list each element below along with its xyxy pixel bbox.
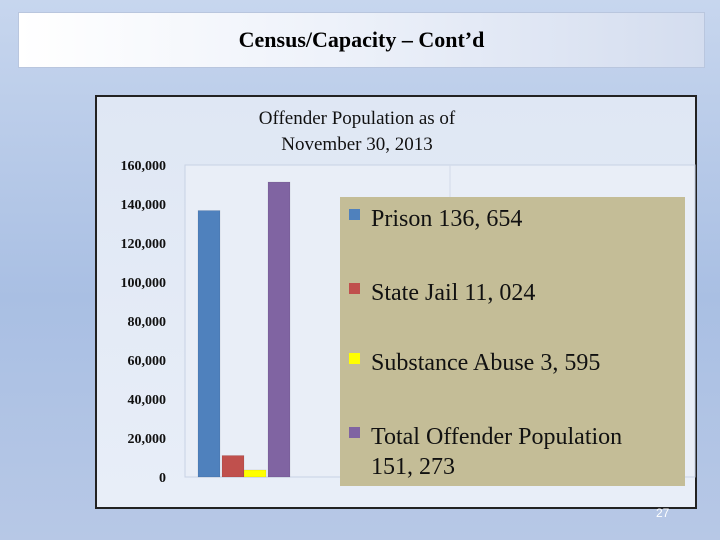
legend-label-1: Prison 136, 654 xyxy=(371,206,522,232)
slide-title: Census/Capacity – Cont’d xyxy=(238,27,485,52)
bar-prison xyxy=(197,210,221,478)
legend-swatch-4 xyxy=(349,427,360,438)
legend-label-3: Substance Abuse 3, 595 xyxy=(371,350,600,376)
y-tick-label: 80,000 xyxy=(128,315,167,330)
legend-label-2: State Jail 11, 024 xyxy=(371,280,535,306)
slide-title-bar: Census/Capacity – Cont’d xyxy=(18,12,705,68)
legend-swatch-2 xyxy=(349,283,360,294)
legend-label-4: 151, 273 xyxy=(371,454,455,480)
y-tick-label: 60,000 xyxy=(128,354,167,369)
y-tick-label: 120,000 xyxy=(121,237,167,252)
y-tick-label: 40,000 xyxy=(128,393,167,408)
y-tick-label: 160,000 xyxy=(121,159,167,174)
bar-total-offender-population xyxy=(267,181,291,478)
legend-swatch-1 xyxy=(349,209,360,220)
legend-label-4: Total Offender Population xyxy=(371,424,622,450)
chart-title-line-1: Offender Population as of xyxy=(259,108,456,129)
y-tick-label: 20,000 xyxy=(128,432,167,447)
legend-swatch-3 xyxy=(349,353,360,364)
legend-box xyxy=(340,197,685,486)
bar-state-jail xyxy=(221,455,245,478)
y-tick-label: 100,000 xyxy=(121,276,167,291)
bar-substance-abuse xyxy=(243,469,267,478)
y-tick-label: 0 xyxy=(159,471,166,486)
page-number: 27 xyxy=(656,506,670,520)
chart-title-line-2: November 30, 2013 xyxy=(281,134,432,155)
y-tick-label: 140,000 xyxy=(121,198,167,213)
